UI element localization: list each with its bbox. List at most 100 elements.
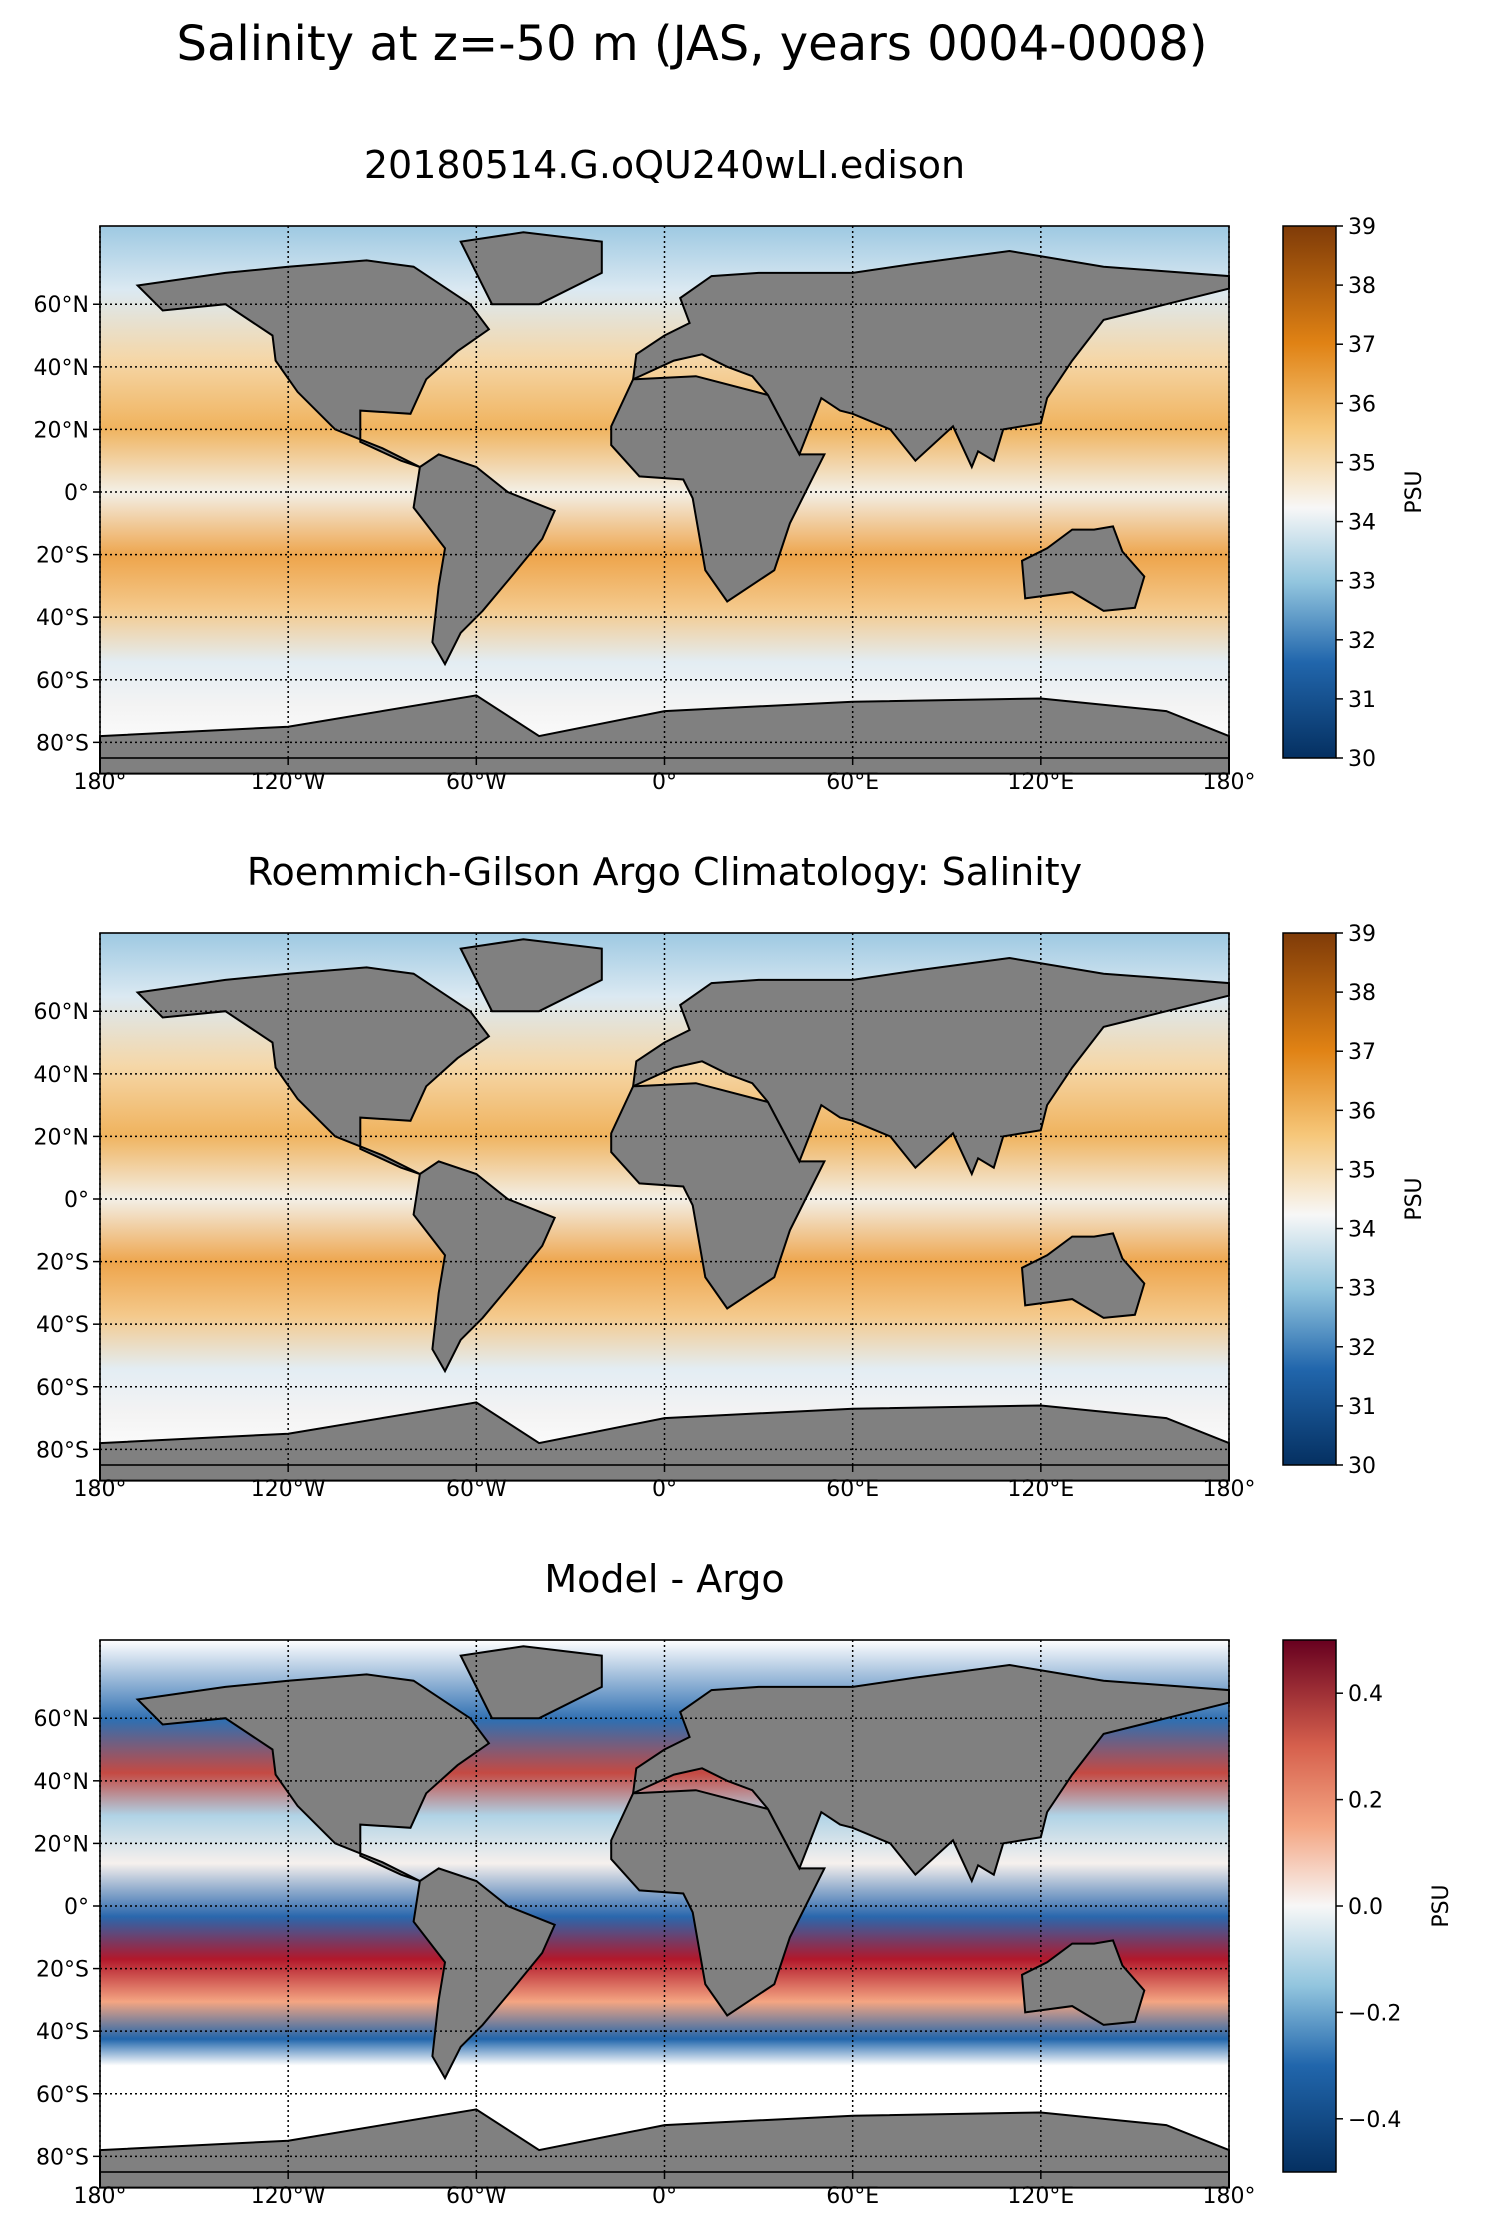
colorbar-tick-label: 35	[1348, 1158, 1376, 1183]
lat-tick-label: 0°	[64, 1895, 89, 1920]
colorbar-tick-label: 37	[1348, 1040, 1376, 1065]
lon-tick-label: 180°	[1203, 1477, 1256, 1502]
colorbar-tick-label: 38	[1348, 274, 1376, 299]
colorbar-tick-label: 0.0	[1348, 1895, 1383, 1920]
lat-tick-label: 60°N	[34, 293, 89, 318]
colorbar-tick-label: 38	[1348, 981, 1376, 1006]
lat-tick-label: 40°N	[34, 1770, 89, 1795]
colorbar-tick-label: 33	[1348, 1277, 1376, 1302]
landmass	[135, 259, 491, 468]
landmass	[459, 231, 603, 306]
landmass	[99, 694, 1230, 775]
landmass	[99, 1401, 1230, 1482]
lat-tick-label: 80°S	[36, 2145, 89, 2170]
colorbar-tick-label: 36	[1348, 1099, 1376, 1124]
colorbar: 0.4 0.2 0.0 −0.2 −0.4 PSU	[1282, 1639, 1454, 2173]
landmass	[99, 2108, 1230, 2189]
lat-tick-label: 20°N	[34, 1832, 89, 1857]
lat-tick-label: 40°N	[34, 1063, 89, 1088]
landmass	[1020, 1939, 1146, 2026]
colorbar: 39 38 37 36 35 34 33 32 31 30 PSU	[1282, 922, 1427, 1479]
lat-tick-label: 20°N	[34, 418, 89, 443]
colorbar-tick-label: 39	[1348, 215, 1376, 240]
lon-tick-label: 120°E	[1007, 770, 1074, 795]
lat-tick-label: 60°N	[34, 1707, 89, 1732]
landmass	[631, 249, 1230, 470]
panel-3: Model - Argo 60°N 40°N 20°N 0° 20°S 40°S 60°S 80…	[34, 1557, 1454, 2209]
lon-tick-label: 120°W	[251, 1477, 326, 1502]
gridlines	[99, 1640, 1230, 2172]
gridlines	[99, 933, 1230, 1465]
colorbar-label: PSU	[1429, 1884, 1454, 1927]
lat-tick-label: 80°S	[36, 731, 89, 756]
colorbar-tick-label: 0.2	[1348, 1789, 1383, 1814]
lat-tick-label: 80°S	[36, 1438, 89, 1463]
lon-tick-label: 180°	[1203, 2184, 1256, 2209]
lat-tick-label: 40°S	[36, 2020, 89, 2045]
lon-tick-label: 180°	[74, 2184, 127, 2209]
lon-tick-label: 120°W	[251, 770, 326, 795]
colorbar-bar	[1282, 932, 1337, 1466]
colorbar-tick-label: 32	[1348, 1336, 1376, 1361]
colorbar-tick-label: 30	[1348, 747, 1376, 772]
lat-tick-label: 20°S	[36, 1958, 89, 1983]
colorbar-tick-label: −0.4	[1348, 2108, 1401, 2133]
lat-tick-label: 20°S	[36, 1251, 89, 1276]
lat-tick-label: 60°S	[36, 1376, 89, 1401]
lon-tick-label: 120°W	[251, 2184, 326, 2209]
landmass	[631, 956, 1230, 1177]
lon-tick-label: 0°	[652, 2184, 677, 2209]
colorbar-tick-label: 34	[1348, 1218, 1376, 1243]
panels: 20180514.G.oQU240wLI.edison 60°N 40°N 20°N 0…	[34, 143, 1454, 2209]
lon-tick-label: 60°W	[446, 2184, 507, 2209]
colorbar-tick-label: 30	[1348, 1454, 1376, 1479]
colorbar-tick-label: 35	[1348, 451, 1376, 476]
colorbar-tick-label: 34	[1348, 511, 1376, 536]
lon-tick-label: 60°E	[826, 1477, 879, 1502]
colorbar-tick-label: 37	[1348, 333, 1376, 358]
colorbar-label: PSU	[1402, 470, 1427, 513]
colorbar-tick-label: −0.2	[1348, 2001, 1401, 2026]
lat-tick-label: 40°N	[34, 356, 89, 381]
lat-tick-label: 40°S	[36, 1313, 89, 1338]
lat-tick-label: 60°S	[36, 2083, 89, 2108]
colorbar-tick-label: 31	[1348, 688, 1376, 713]
colorbar-tick-label: 32	[1348, 629, 1376, 654]
lat-tick-label: 0°	[64, 1188, 89, 1213]
lon-tick-label: 60°W	[446, 770, 507, 795]
lon-tick-label: 0°	[652, 770, 677, 795]
landmass	[412, 1160, 557, 1374]
suptitle: Salinity at z=-50 m (JAS, years 0004-000…	[177, 16, 1208, 72]
landmass	[1020, 525, 1146, 612]
lat-tick-label: 60°S	[36, 669, 89, 694]
lon-tick-label: 60°E	[826, 2184, 879, 2209]
lat-tick-label: 0°	[64, 481, 89, 506]
landmass	[412, 1867, 557, 2081]
lon-tick-label: 120°E	[1007, 1477, 1074, 1502]
colorbar-tick-label: 39	[1348, 922, 1376, 947]
landmass	[459, 1645, 603, 1720]
landmass	[412, 453, 557, 667]
panel-title: Roemmich-Gilson Argo Climatology: Salini…	[247, 850, 1082, 894]
lon-tick-label: 120°E	[1007, 2184, 1074, 2209]
lon-tick-label: 0°	[652, 1477, 677, 1502]
colorbar-bar	[1282, 225, 1337, 759]
colorbar-bar	[1282, 1639, 1337, 2173]
colorbar-label: PSU	[1402, 1177, 1427, 1220]
panel-title: 20180514.G.oQU240wLI.edison	[364, 143, 965, 187]
colorbar-tick-label: 36	[1348, 392, 1376, 417]
lon-tick-label: 180°	[1203, 770, 1256, 795]
lon-tick-label: 180°	[74, 770, 127, 795]
landmass	[1020, 1232, 1146, 1319]
panel-title: Model - Argo	[544, 1557, 784, 1601]
lat-tick-label: 20°N	[34, 1125, 89, 1150]
lat-tick-label: 20°S	[36, 544, 89, 569]
lat-tick-label: 60°N	[34, 1000, 89, 1025]
landmass	[135, 1673, 491, 1882]
landmass	[135, 966, 491, 1175]
colorbar-tick-label: 31	[1348, 1395, 1376, 1420]
lon-tick-label: 60°W	[446, 1477, 507, 1502]
lon-tick-label: 180°	[74, 1477, 127, 1502]
colorbar: 39 38 37 36 35 34 33 32 31 30 PSU	[1282, 215, 1427, 772]
